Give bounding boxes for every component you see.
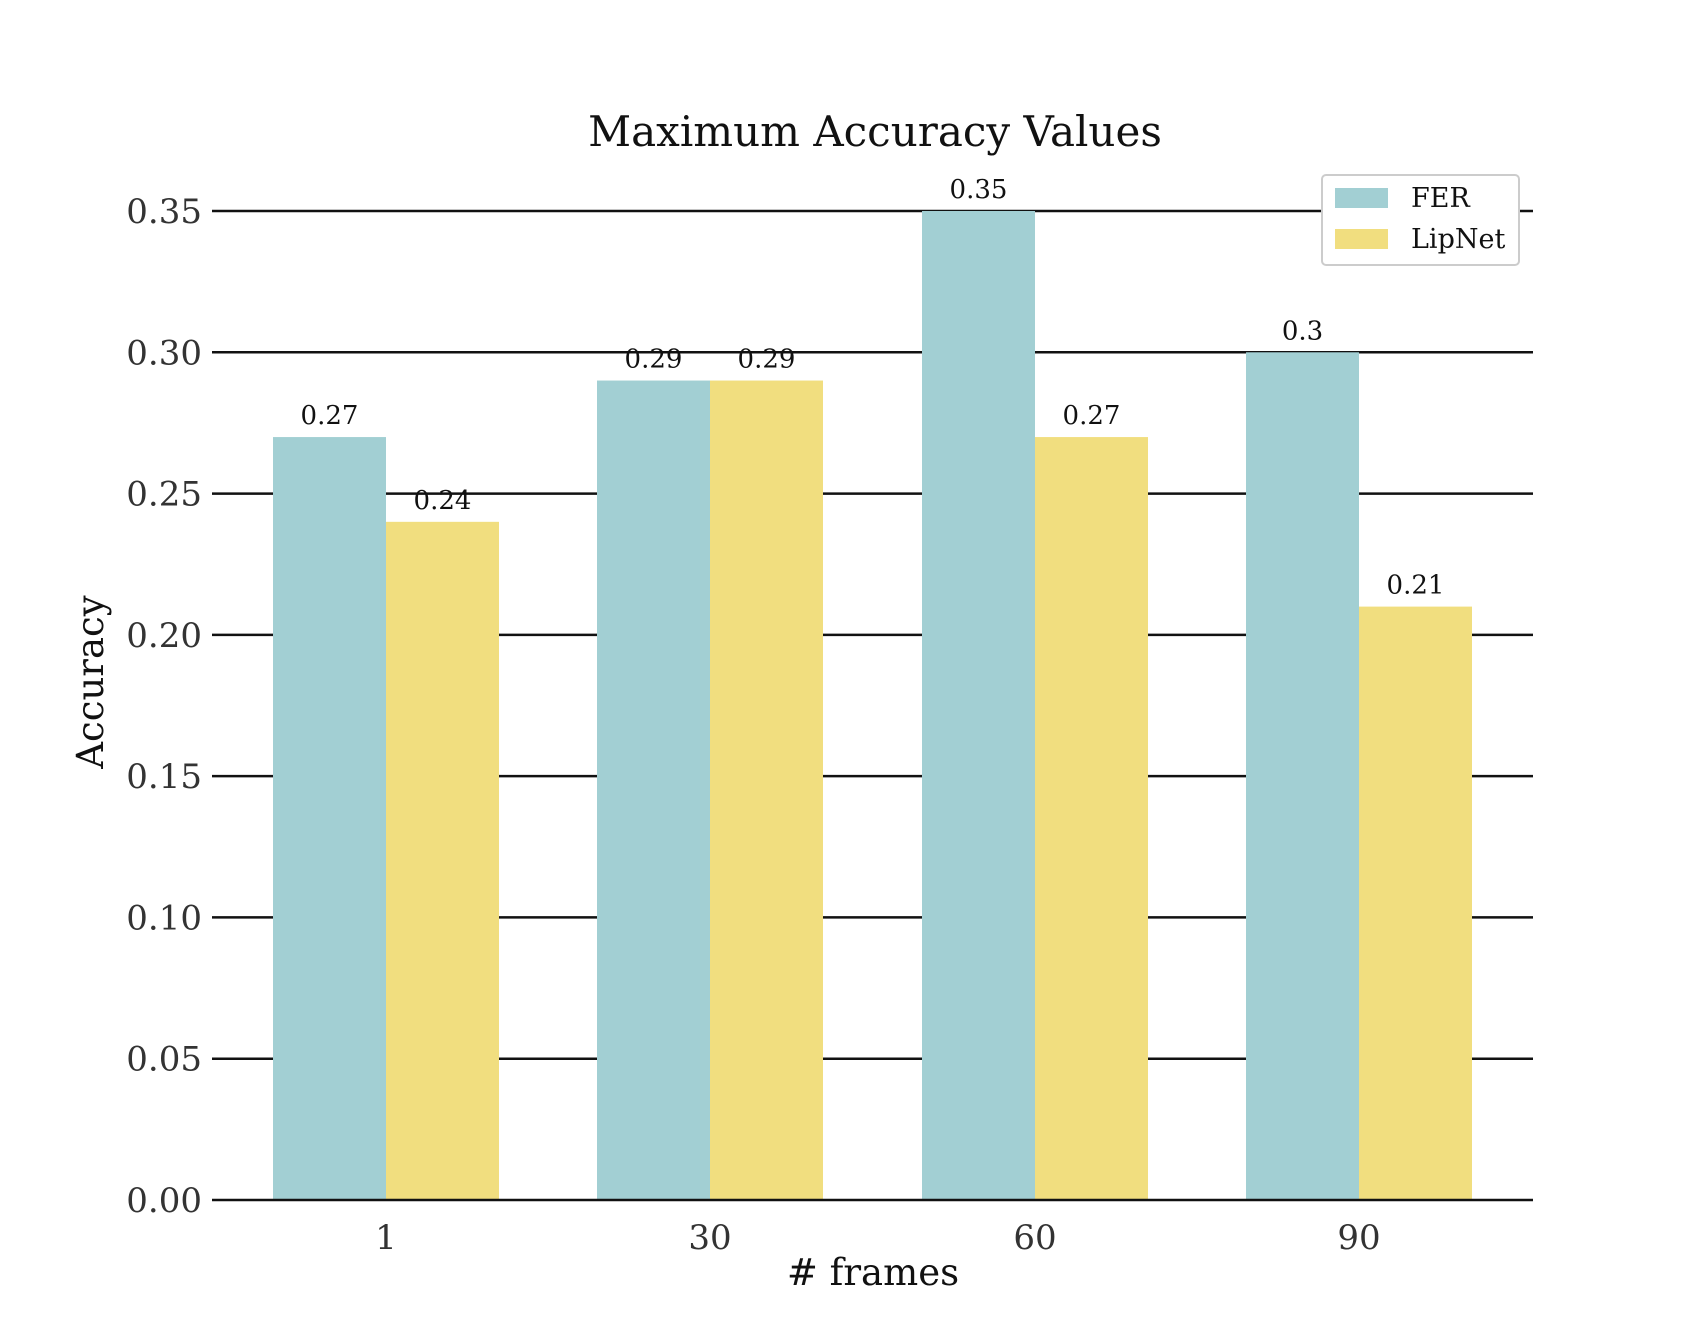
bar-fer xyxy=(922,211,1035,1200)
bar-lipnet xyxy=(1359,606,1472,1200)
bar-fer xyxy=(1246,352,1359,1200)
legend-swatch-lipnet xyxy=(1335,229,1388,249)
data-label-lipnet: 0.24 xyxy=(414,486,472,516)
legend-swatch-fer xyxy=(1335,188,1388,208)
y-tick-label: 0.20 xyxy=(126,616,202,656)
y-tick-label: 0.10 xyxy=(126,898,202,938)
x-tick-label: 60 xyxy=(1013,1218,1056,1258)
y-tick-labels: 0.00 0.05 0.10 0.15 0.20 0.25 0.30 0.35 xyxy=(126,192,202,1221)
data-label-fer: 0.35 xyxy=(950,175,1008,205)
legend: FER LipNet xyxy=(1321,174,1520,266)
y-axis-label: Accuracy xyxy=(69,595,112,769)
data-label-fer: 0.27 xyxy=(301,401,359,431)
data-label-fer: 0.3 xyxy=(1282,316,1323,346)
data-label-lipnet: 0.29 xyxy=(738,345,796,375)
bar-lipnet xyxy=(1035,437,1148,1200)
x-tick-label: 30 xyxy=(688,1218,731,1258)
legend-label-fer: FER xyxy=(1411,183,1470,214)
y-tick-label: 0.00 xyxy=(126,1181,202,1221)
bar-fer xyxy=(273,437,386,1200)
data-label-fer: 0.29 xyxy=(625,345,683,375)
x-tick-label: 90 xyxy=(1337,1218,1380,1258)
y-tick-label: 0.30 xyxy=(126,333,202,373)
legend-label-lipnet: LipNet xyxy=(1411,224,1505,255)
y-tick-label: 0.15 xyxy=(126,757,202,797)
data-label-lipnet: 0.27 xyxy=(1063,401,1121,431)
bar-lipnet xyxy=(710,380,823,1200)
y-tick-label: 0.25 xyxy=(126,475,202,515)
x-tick-labels: 1 30 60 90 xyxy=(375,1218,1380,1258)
data-label-lipnet: 0.21 xyxy=(1387,571,1445,601)
x-axis-label: # frames xyxy=(787,1251,959,1294)
bar-lipnet xyxy=(386,521,499,1200)
chart-title: Maximum Accuracy Values xyxy=(588,107,1162,156)
data-labels: 0.27 0.29 0.35 0.3 0.24 0.29 0.27 0.21 xyxy=(301,175,1445,601)
y-tick-label: 0.05 xyxy=(126,1040,202,1080)
y-tick-label: 0.35 xyxy=(126,192,202,232)
x-tick-label: 1 xyxy=(375,1218,397,1258)
bar-fer xyxy=(597,380,710,1200)
bars xyxy=(273,211,1472,1200)
